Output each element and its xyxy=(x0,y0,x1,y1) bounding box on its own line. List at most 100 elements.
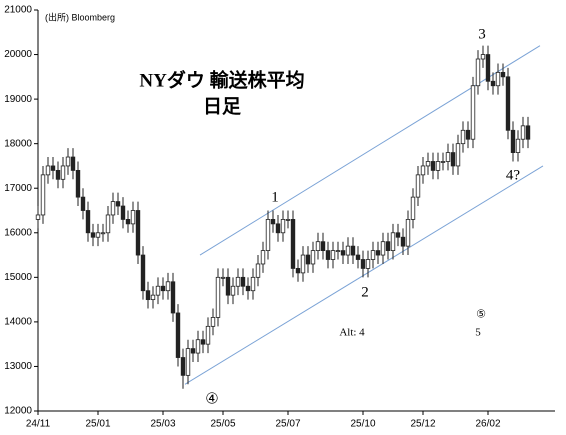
candle-body xyxy=(510,129,516,153)
candle-body xyxy=(350,245,356,256)
x-tick-label: 25/03 xyxy=(150,419,175,430)
candle-body xyxy=(150,294,156,301)
candle-body xyxy=(110,201,116,216)
candle-body xyxy=(360,259,366,269)
candle-body xyxy=(520,125,526,140)
candle-body xyxy=(145,290,151,301)
candle-body xyxy=(80,196,86,211)
candle-body xyxy=(295,268,301,274)
candle-body xyxy=(165,281,171,292)
candle-body xyxy=(465,129,471,140)
annotation: Alt: 4 xyxy=(339,327,365,339)
candle-body xyxy=(190,348,196,354)
candle-body xyxy=(235,276,241,287)
candle-body xyxy=(460,129,466,145)
candle-body xyxy=(115,201,121,207)
candle-body xyxy=(335,250,341,253)
y-tick-label: 17000 xyxy=(4,183,32,194)
candle-body xyxy=(45,165,51,176)
candle-body xyxy=(85,210,91,234)
candle-body xyxy=(410,196,416,220)
candle-body xyxy=(305,254,311,265)
candle-body xyxy=(230,285,236,296)
candle-body xyxy=(105,214,111,234)
candle-body xyxy=(445,152,451,162)
candle-body xyxy=(265,219,271,252)
x-tick-label: 26/02 xyxy=(475,419,500,430)
candle-body xyxy=(375,250,381,256)
candle-body xyxy=(310,250,316,265)
candle-body xyxy=(90,232,96,238)
candle-body xyxy=(140,254,146,292)
candle-body xyxy=(280,219,286,234)
candle-body xyxy=(270,219,276,225)
candle-body xyxy=(65,156,71,167)
candle-body xyxy=(75,169,81,198)
y-tick-label: 14000 xyxy=(4,317,32,328)
candle-body xyxy=(525,125,531,140)
candle-body xyxy=(180,357,186,376)
candle-body xyxy=(60,165,66,180)
y-tick-label: 20000 xyxy=(4,49,32,60)
x-tick-label: 25/07 xyxy=(275,419,300,430)
candle-body xyxy=(275,223,281,234)
y-tick-label: 13000 xyxy=(4,361,32,372)
candle-body xyxy=(385,241,391,251)
y-tick-label: 19000 xyxy=(4,94,32,105)
candle-body xyxy=(55,169,61,180)
channel-line xyxy=(184,165,544,385)
chart-subtitle: 日足 xyxy=(203,95,242,117)
candle-body xyxy=(100,232,106,235)
annotation: 1 xyxy=(271,189,279,205)
candle-body xyxy=(505,76,511,131)
candle-body xyxy=(345,245,351,256)
x-tick-label: 25/12 xyxy=(410,419,435,430)
candle-body xyxy=(210,317,216,327)
candle-body xyxy=(400,236,406,247)
candle-body xyxy=(330,250,336,260)
candle-body xyxy=(380,241,386,256)
candle-body xyxy=(40,174,46,216)
candle-body xyxy=(470,85,476,140)
candle-body xyxy=(255,263,261,278)
candle-body xyxy=(70,156,76,171)
candle-body xyxy=(300,254,306,274)
candle-body xyxy=(135,210,141,256)
candle-body xyxy=(220,276,226,279)
candle-body xyxy=(425,161,431,167)
candle-body xyxy=(260,250,266,265)
candle-body xyxy=(175,312,181,358)
candle-body xyxy=(440,161,446,163)
candle-body xyxy=(500,71,506,78)
x-tick-label: 25/01 xyxy=(85,419,110,430)
candle-body xyxy=(130,210,136,225)
candle-body xyxy=(490,80,496,87)
candle-body xyxy=(120,205,126,220)
candle-body xyxy=(155,285,161,296)
candle-body xyxy=(315,241,321,251)
candle-body xyxy=(450,152,456,167)
y-tick-label: 21000 xyxy=(4,5,32,16)
channel-line xyxy=(199,45,541,256)
annotation: 5 xyxy=(475,327,481,339)
chart-title: NYダウ 輸送株平均 xyxy=(139,68,304,91)
candle-body xyxy=(390,232,396,251)
annotation: 4? xyxy=(506,167,521,183)
annotation: 2 xyxy=(361,284,369,300)
candle-body xyxy=(250,276,256,292)
candle-body xyxy=(240,276,246,287)
candle-body xyxy=(365,259,371,269)
candle-body xyxy=(355,254,361,260)
candle-body xyxy=(225,276,231,296)
candle-body xyxy=(195,339,201,354)
x-tick-label: 25/05 xyxy=(210,419,235,430)
candle-body xyxy=(200,339,206,345)
candle-body xyxy=(495,71,501,87)
candle-body xyxy=(435,161,441,171)
candle-body xyxy=(35,214,41,220)
candle-body xyxy=(170,281,176,314)
y-tick-label: 15000 xyxy=(4,272,32,283)
candle-body xyxy=(285,219,291,221)
candle-body xyxy=(160,285,166,292)
